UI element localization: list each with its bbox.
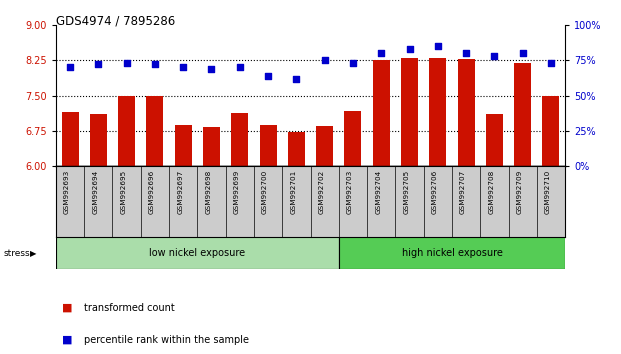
Point	[291, 76, 301, 81]
Point	[320, 57, 330, 63]
Text: GSM992703: GSM992703	[347, 170, 353, 214]
Point	[404, 46, 414, 52]
Point	[376, 50, 386, 56]
Bar	[316, 126, 333, 166]
Point	[93, 62, 103, 67]
Bar	[147, 96, 163, 166]
Bar	[175, 125, 192, 166]
Text: low nickel exposure: low nickel exposure	[149, 248, 245, 258]
Text: GSM992693: GSM992693	[64, 170, 70, 214]
Point	[433, 43, 443, 49]
Text: ▶: ▶	[30, 249, 36, 258]
Point	[348, 60, 358, 66]
Point	[546, 60, 556, 66]
Bar	[118, 96, 135, 166]
Point	[207, 66, 217, 72]
Text: GSM992705: GSM992705	[404, 170, 409, 214]
Text: GSM992696: GSM992696	[149, 170, 155, 214]
Point	[489, 53, 499, 59]
Bar	[231, 113, 248, 166]
Text: GSM992709: GSM992709	[517, 170, 523, 214]
Text: stress: stress	[3, 249, 30, 258]
Point	[518, 50, 528, 56]
Text: ■: ■	[62, 335, 73, 345]
Text: GSM992700: GSM992700	[262, 170, 268, 214]
Text: GSM992702: GSM992702	[319, 170, 325, 214]
Bar	[339, 237, 565, 269]
Text: GSM992701: GSM992701	[291, 170, 296, 214]
Text: GSM992708: GSM992708	[488, 170, 494, 214]
Bar	[373, 60, 390, 166]
Point	[150, 62, 160, 67]
Bar	[543, 96, 560, 166]
Bar	[429, 58, 446, 166]
Bar	[514, 63, 531, 166]
Text: GSM992710: GSM992710	[545, 170, 551, 214]
Text: high nickel exposure: high nickel exposure	[402, 248, 502, 258]
Text: percentile rank within the sample: percentile rank within the sample	[84, 335, 249, 345]
Point	[263, 73, 273, 79]
Text: GSM992706: GSM992706	[432, 170, 438, 214]
Bar	[486, 114, 503, 166]
Text: transformed count: transformed count	[84, 303, 175, 313]
Bar	[260, 125, 276, 166]
Bar	[288, 132, 305, 166]
Bar	[345, 111, 361, 166]
Bar	[90, 114, 107, 166]
Point	[235, 64, 245, 70]
Text: GSM992707: GSM992707	[460, 170, 466, 214]
Text: ■: ■	[62, 303, 73, 313]
Bar	[56, 237, 339, 269]
Bar	[61, 112, 78, 166]
Point	[178, 64, 188, 70]
Bar	[401, 58, 418, 166]
Bar	[203, 127, 220, 166]
Text: GSM992699: GSM992699	[233, 170, 240, 214]
Point	[122, 60, 132, 66]
Text: GDS4974 / 7895286: GDS4974 / 7895286	[56, 14, 175, 27]
Point	[461, 50, 471, 56]
Text: GSM992704: GSM992704	[375, 170, 381, 214]
Text: GSM992698: GSM992698	[206, 170, 212, 214]
Text: GSM992694: GSM992694	[93, 170, 98, 214]
Text: GSM992695: GSM992695	[120, 170, 127, 214]
Point	[65, 64, 75, 70]
Bar	[458, 59, 474, 166]
Text: GSM992697: GSM992697	[177, 170, 183, 214]
